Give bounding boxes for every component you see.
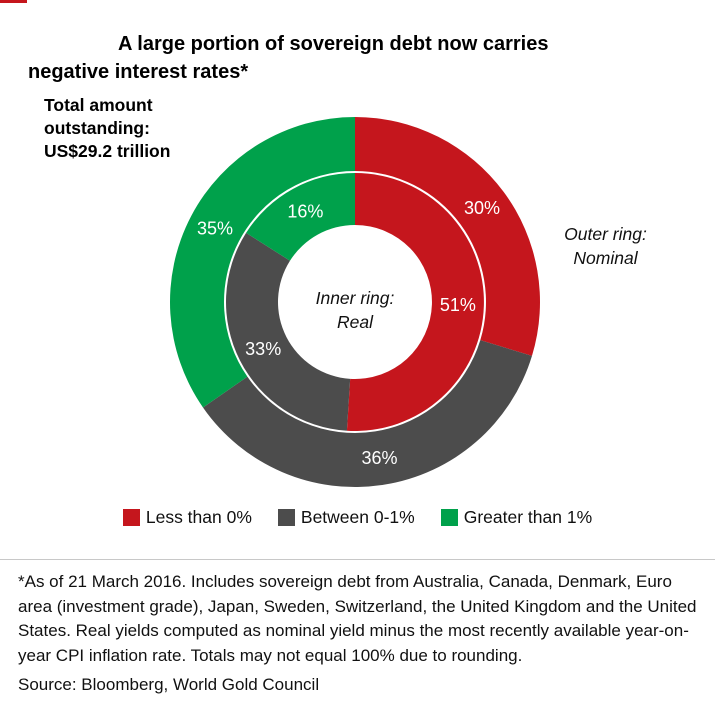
- nominal-ring-value-label-1: 36%: [361, 448, 397, 468]
- total-outstanding-note: Total amount outstanding: US$29.2 trilli…: [44, 94, 170, 163]
- real-ring-segment-2: [246, 173, 355, 261]
- real-ring-segment-0: [346, 173, 484, 431]
- legend-item-between-0-1: Between 0-1%: [277, 507, 415, 528]
- inner-ring-annotation-line1: Inner ring:: [315, 288, 395, 308]
- chart-title-line2: negative interest rates*: [28, 61, 249, 83]
- legend-label-greater-than-1: Greater than 1%: [463, 507, 593, 527]
- nominal-ring-segment-0: [355, 117, 540, 356]
- total-note-line1: Total amount: [44, 95, 153, 115]
- footnote-divider: [0, 559, 715, 560]
- total-note-line3: US$29.2 trillion: [44, 141, 171, 161]
- real-ring-value-label-0: 51%: [440, 295, 476, 315]
- nominal-ring-segment-2: [169, 117, 355, 408]
- chart-title-line1: A large portion of sovereign debt now ca…: [118, 33, 549, 55]
- total-note-line2: outstanding:: [44, 118, 150, 138]
- legend-item-greater-than-1: Greater than 1%: [440, 507, 593, 528]
- notes-block: *As of 21 March 2016. Includes sovereign…: [18, 570, 710, 698]
- chart-legend: Less than 0% Between 0-1% Greater than 1…: [0, 507, 715, 528]
- legend-swatch-gray: [277, 509, 295, 526]
- real-ring-value-label-2: 16%: [287, 202, 323, 222]
- legend-swatch-green: [440, 509, 458, 526]
- nominal-ring-value-label-0: 30%: [464, 198, 500, 218]
- top-left-red-mark: [0, 0, 27, 3]
- outer-ring-annotation-line2: Nominal: [573, 248, 638, 268]
- nominal-ring-segment-1: [203, 340, 532, 487]
- outer-ring-annotation-line1: Outer ring:: [564, 224, 647, 244]
- inner-ring-annotation-line2: Real: [337, 312, 373, 332]
- nominal-ring-value-label-2: 35%: [197, 219, 233, 239]
- legend-label-less-than-0: Less than 0%: [145, 507, 252, 527]
- legend-swatch-red: [122, 509, 140, 526]
- real-ring-segment-1: [225, 232, 351, 431]
- source-text: Source: Bloomberg, World Gold Council: [18, 675, 320, 694]
- outer-ring-annotation: Outer ring: Nominal: [533, 222, 678, 270]
- real-ring-value-label-1: 33%: [245, 339, 281, 359]
- inner-ring-annotation: Inner ring: Real: [275, 286, 435, 334]
- footnote-text: *As of 21 March 2016. Includes sovereign…: [18, 572, 697, 665]
- legend-item-less-than-0: Less than 0%: [122, 507, 252, 528]
- legend-label-between-0-1: Between 0-1%: [300, 507, 415, 527]
- chart-title: A large portion of sovereign debt now ca…: [0, 30, 715, 86]
